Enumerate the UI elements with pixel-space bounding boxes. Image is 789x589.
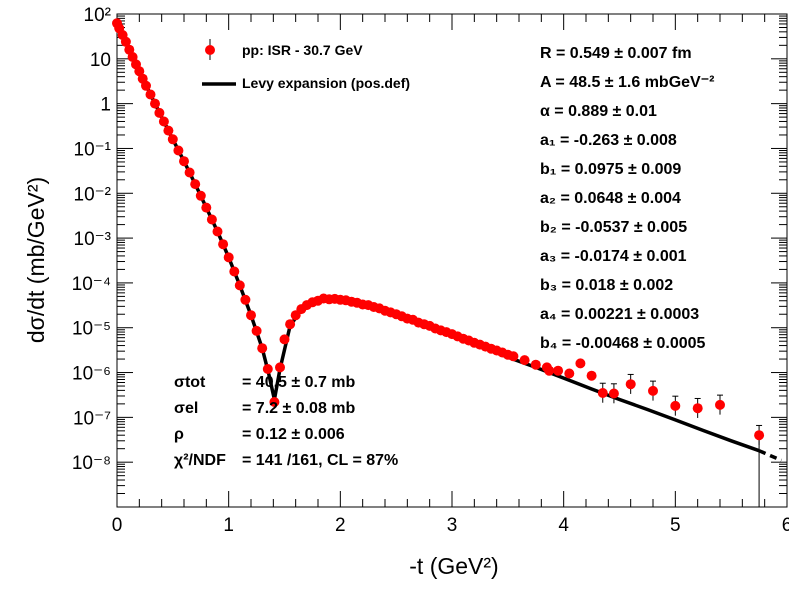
fit-parameter: a₁ = -0.263 ± 0.008	[540, 132, 677, 149]
data-point	[120, 36, 131, 47]
y-tick-label: 10⁻⁴	[72, 274, 111, 295]
data-point	[269, 397, 280, 407]
data-point	[223, 252, 234, 263]
fit-parameter: b₁ = 0.0975 ± 0.009	[540, 161, 681, 178]
legend-marker-data	[205, 45, 215, 55]
fit-parameter: a₄ = 0.00221 ± 0.0003	[540, 306, 699, 323]
data-point	[173, 145, 184, 156]
series-layer	[112, 18, 783, 507]
data-point	[229, 266, 240, 277]
result-value: = 7.2 ± 0.08 mb	[242, 400, 356, 417]
y-tick-label: 10⁻⁸	[72, 453, 111, 474]
y-tick-label: 10⁻²	[74, 184, 112, 205]
data-point	[212, 226, 223, 237]
fit-parameter: α = 0.889 ± 0.01	[540, 103, 657, 120]
data-point	[608, 388, 619, 399]
x-tick-label: 4	[558, 515, 569, 536]
fit-parameter: b₄ = -0.00468 ± 0.0005	[540, 335, 706, 352]
x-axis-title: -t (GeV²)	[409, 553, 498, 579]
x-tick-label: 0	[112, 515, 123, 536]
fit-parameter: b₃ = 0.018 ± 0.002	[540, 277, 673, 294]
fit-parameters: R = 0.549 ± 0.007 fm A = 48.5 ± 1.6 mbGeV…	[540, 45, 714, 352]
data-point	[145, 89, 156, 100]
x-tick-label: 2	[335, 515, 346, 536]
result-name: χ²/NDF	[174, 452, 226, 469]
data-point	[564, 368, 575, 379]
data-point	[179, 156, 189, 167]
data-point	[544, 365, 555, 376]
legend: pp: ISR - 30.7 GeV Levy expansion (pos.d…	[202, 39, 410, 91]
data-point	[218, 239, 229, 250]
data-point	[692, 403, 703, 414]
data-point	[508, 351, 519, 362]
y-tick-label: 10²	[84, 5, 111, 26]
data-point	[195, 190, 206, 201]
data-point	[285, 319, 296, 330]
data-point	[597, 388, 608, 398]
result-name: σtot	[174, 374, 206, 391]
data-point	[251, 325, 262, 336]
x-tick-label: 6	[782, 515, 789, 536]
data-point	[625, 379, 636, 390]
data-point	[150, 98, 160, 109]
data-point	[575, 358, 586, 369]
y-tick-label: 10⁻³	[74, 229, 112, 250]
legend-label-fit: Levy expansion (pos.def)	[242, 75, 410, 91]
result-value: = 40.5 ± 0.7 mb	[242, 374, 356, 391]
data-point	[246, 310, 256, 321]
result-name: σel	[174, 400, 198, 417]
data-point	[134, 66, 145, 77]
x-tick-label: 3	[447, 515, 458, 536]
x-tick-label: 5	[670, 515, 681, 536]
y-tick-label: 10⁻⁵	[72, 319, 111, 340]
legend-label-data: pp: ISR - 30.7 GeV	[242, 42, 363, 58]
data-point	[754, 430, 765, 441]
data-point	[158, 116, 169, 127]
y-tick-label: 10⁻¹	[74, 139, 112, 160]
fit-parameter: a₂ = 0.0648 ± 0.004	[540, 190, 681, 207]
data-point	[141, 80, 151, 91]
data-point	[163, 125, 174, 136]
y-tick-label: 10⁻⁷	[73, 408, 111, 429]
y-axis-title: dσ/dt (mb/GeV²)	[23, 177, 49, 343]
fit-extrapolation-curve	[758, 449, 783, 462]
data-point	[670, 400, 681, 411]
data-point	[715, 399, 725, 410]
fit-parameter: a₃ = -0.0174 ± 0.001	[540, 248, 687, 265]
data-point	[553, 365, 564, 376]
result-name: ρ	[174, 426, 184, 443]
fit-results: σtot = 40.5 ± 0.7 mb σel = 7.2 ± 0.08 mb ρ = …	[174, 374, 398, 469]
y-tick-label: 1	[100, 95, 111, 116]
data-point	[257, 343, 268, 354]
fit-parameter: A = 48.5 ± 1.6 mbGeV⁻²	[540, 74, 714, 91]
data-point	[190, 179, 201, 190]
data-point	[154, 107, 165, 118]
data-point	[279, 334, 290, 345]
data-point	[167, 134, 178, 145]
data-point	[519, 355, 530, 366]
data-point	[275, 362, 285, 373]
y-tick-label: 10⁻⁶	[72, 364, 111, 385]
fit-parameter: R = 0.549 ± 0.007 fm	[540, 45, 692, 62]
result-value: = 0.12 ± 0.006	[242, 426, 345, 443]
data-point	[234, 280, 245, 291]
data-point	[240, 294, 251, 305]
data-point	[184, 167, 195, 178]
fit-parameter: b₂ = -0.0537 ± 0.005	[540, 219, 687, 236]
data-point	[262, 364, 273, 374]
data-point	[206, 214, 217, 225]
data-point	[586, 370, 597, 381]
y-tick-label: 10	[90, 50, 111, 71]
data-point	[201, 202, 212, 213]
data-point	[530, 359, 541, 370]
result-value: = 141 /161, CL = 87%	[242, 452, 398, 469]
data-point	[648, 385, 658, 396]
x-tick-label: 1	[223, 515, 234, 536]
